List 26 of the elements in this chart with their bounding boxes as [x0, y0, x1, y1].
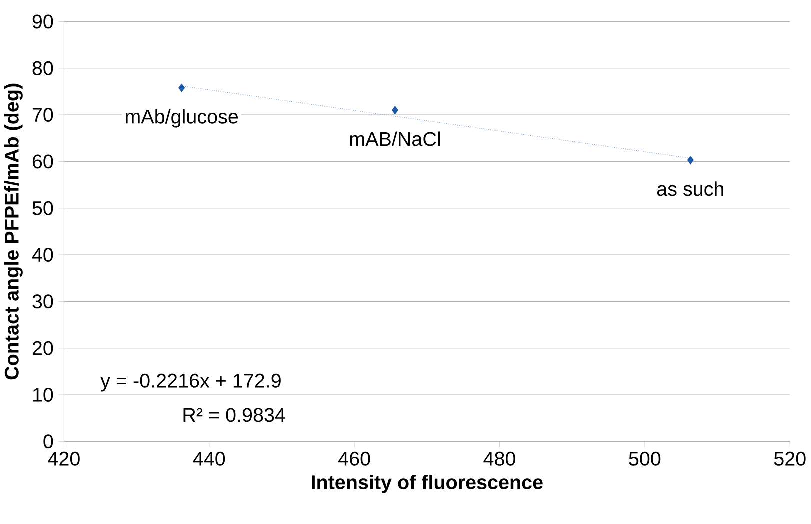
- x-tick-label: 500: [629, 452, 661, 466]
- point: [392, 106, 398, 115]
- y-tick-label: 80: [32, 62, 54, 76]
- point: [178, 84, 186, 92]
- y-tick-label: 90: [32, 14, 54, 29]
- annotation: y = -0.2216x + 172.9: [100, 374, 281, 392]
- y-tick-label: 70: [32, 108, 54, 122]
- x-tick-label: 440: [193, 452, 226, 466]
- y-tick-label: 40: [32, 248, 54, 262]
- y-axis-title: Contact angle PFPEf/mAb (deg): [4, 84, 23, 380]
- x-tick-label: 460: [338, 452, 370, 466]
- x-tick-label: 480: [484, 452, 516, 466]
- point: [687, 156, 694, 165]
- y-tick-label: 30: [32, 294, 54, 309]
- y-tick-label: 20: [32, 342, 54, 356]
- annotation: as such: [657, 182, 724, 196]
- x-tick-label: 420: [48, 452, 80, 466]
- y-tick-label: 10: [33, 388, 54, 402]
- annotation: mAb/glucose: [126, 109, 238, 128]
- annotation: mAB/NaCl: [350, 132, 440, 146]
- x-axis-title: Intensity of fluorescence: [312, 475, 543, 494]
- y-tick-label: 0: [44, 434, 54, 449]
- x-tick-label: 520: [774, 452, 806, 466]
- annotation: R² = 0.9834: [184, 408, 286, 422]
- y-tick-label: 50: [32, 202, 54, 216]
- y-tick-label: 60: [32, 154, 54, 169]
